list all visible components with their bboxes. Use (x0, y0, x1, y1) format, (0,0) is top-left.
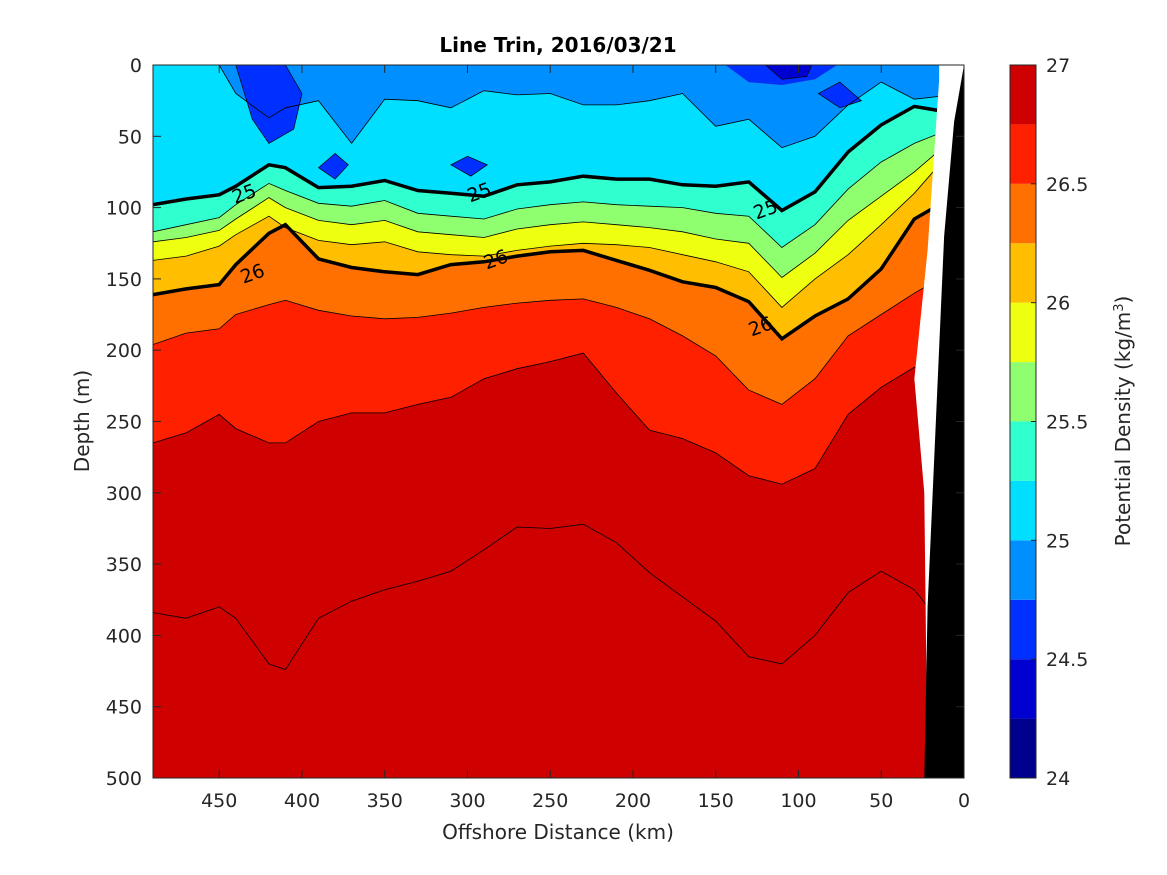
colorbar-swatch (1010, 362, 1036, 422)
density-band (219, 65, 955, 148)
x-axis: 450 400 350 300 250 200 150 100 50 0 (201, 65, 970, 812)
y-tick-label: 400 (106, 625, 142, 647)
density-band (153, 65, 956, 211)
colorbar-swatch (1010, 659, 1036, 719)
x-tick-label: 150 (698, 790, 734, 812)
isopycnal (153, 278, 957, 405)
colorbar-tick-label: 24 (1046, 768, 1070, 790)
y-axis-label: Depth (m) (70, 370, 94, 472)
chart-title: Line Trin, 2016/03/21 (439, 33, 676, 57)
x-tick-label: 450 (201, 790, 237, 812)
x-tick-label: 300 (449, 790, 485, 812)
y-tick-label: 50 (118, 126, 142, 148)
density-band (153, 133, 956, 278)
colorbar-swatch (1010, 124, 1036, 184)
density-band (153, 353, 956, 670)
y-tick-label: 150 (106, 269, 142, 291)
y-tick-label: 200 (106, 340, 142, 362)
colorbar-tick-label: 25 (1046, 530, 1070, 552)
colorbar-tick-label: 25.5 (1046, 412, 1088, 434)
density-patch (235, 65, 303, 144)
colorbar-tick-label: 26.5 (1046, 174, 1088, 196)
y-tick-label: 350 (106, 554, 142, 576)
y-tick-label: 500 (106, 768, 142, 790)
y-tick-label: 100 (106, 198, 142, 220)
y-tick-label: 0 (130, 55, 142, 77)
isopycnal-bold (153, 202, 957, 342)
contour-fills (153, 65, 964, 778)
x-tick-label: 0 (958, 790, 970, 812)
colorbar-swatch (1010, 599, 1036, 660)
density-patch (450, 155, 489, 177)
y-tick-label: 300 (106, 483, 142, 505)
y-tick-label: 450 (106, 697, 142, 719)
x-axis-label: Offshore Distance (km) (442, 820, 674, 844)
isopycnal (153, 164, 956, 308)
density-band (153, 164, 956, 339)
y-axis: 0 50 100 150 200 250 300 350 400 450 500 (106, 55, 964, 790)
colorbar (1009, 64, 1037, 779)
isopycnal (153, 132, 956, 249)
colorbar-swatch (1010, 65, 1036, 125)
colorbar-swatch (1010, 718, 1036, 778)
colorbar-tick-label: 27 (1046, 55, 1070, 77)
isopycnal (214, 65, 955, 149)
colorbar-swatch (1010, 302, 1036, 363)
x-tick-label: 400 (284, 790, 320, 812)
colorbar-label: Potential Density (kg/m3) (1111, 296, 1135, 547)
density-patch (317, 152, 349, 180)
density-band (153, 278, 956, 485)
isopycnal (153, 352, 956, 485)
y-tick-label: 250 (106, 412, 142, 434)
density-patch (764, 65, 813, 80)
colorbar-swatch (1010, 540, 1036, 600)
isopycnal (153, 150, 956, 279)
colorbar-swatch (1010, 183, 1036, 244)
x-tick-label: 50 (869, 790, 893, 812)
land-mask-black (924, 65, 964, 778)
isopycnal (153, 523, 957, 671)
density-patch (817, 81, 863, 109)
colorbar-swatch (1010, 421, 1036, 481)
isopycnal-bold (153, 104, 957, 213)
colorbar-ticks: 24 24.5 25 25.5 26 26.5 27 (1031, 55, 1088, 790)
x-tick-label: 250 (532, 790, 568, 812)
x-tick-label: 200 (615, 790, 651, 812)
x-tick-label: 350 (367, 790, 403, 812)
colorbar-tick-label: 24.5 (1046, 649, 1088, 671)
land-mask (914, 65, 964, 778)
density-band (153, 106, 956, 248)
density-band (153, 204, 956, 405)
density-band (153, 150, 956, 308)
x-tick-label: 100 (780, 790, 816, 812)
contour-lines (153, 65, 957, 671)
colorbar-swatch (1010, 243, 1036, 303)
colorbar-tick-label: 26 (1046, 293, 1070, 315)
colorbar-swatch (1010, 480, 1036, 541)
